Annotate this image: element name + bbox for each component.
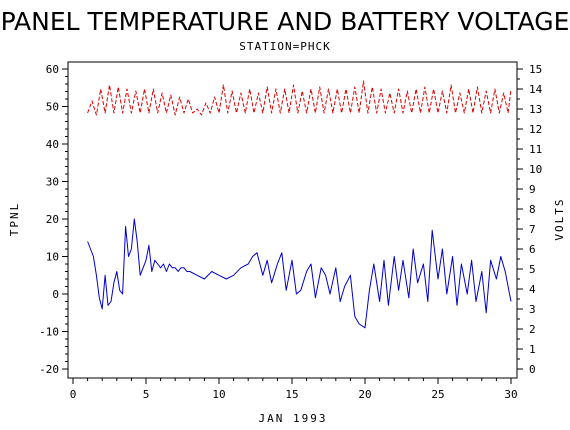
- y-left-tick-label: 0: [52, 288, 59, 301]
- y-right-tick-label: 5: [529, 263, 536, 276]
- series-line-right: [87, 80, 512, 116]
- y-left-tick-label: 10: [46, 251, 59, 264]
- plot-frame: [67, 61, 518, 379]
- y-right-tick-label: 3: [529, 303, 536, 316]
- x-tick-label: 25: [431, 388, 444, 401]
- y-right-tick-label: 14: [529, 83, 543, 96]
- y-right-tick-label: 10: [529, 163, 542, 176]
- y-left-tick-label: 60: [46, 63, 59, 76]
- y-right-tick-label: 15: [529, 63, 542, 76]
- y-right-tick-label: 12: [529, 123, 542, 136]
- y-right-tick-label: 8: [529, 203, 536, 216]
- x-tick-label: 15: [285, 388, 298, 401]
- y-right-tick-label: 6: [529, 243, 536, 256]
- y-right-tick-label: 13: [529, 103, 542, 116]
- y-axis-label-left: TPNL: [8, 202, 21, 237]
- y-right-tick-label: 9: [529, 183, 536, 196]
- x-tick-label: 30: [504, 388, 517, 401]
- y-right-tick-label: 4: [529, 283, 536, 296]
- chart-subtitle: STATION=PHCK: [239, 40, 330, 53]
- x-axis-label: JAN 1993: [259, 412, 328, 425]
- y-left-tick-label: 20: [46, 213, 59, 226]
- y-right-tick-label: 2: [529, 323, 536, 336]
- y-axis-label-right: VOLTS: [553, 197, 566, 240]
- x-tick-label: 10: [212, 388, 225, 401]
- y-left-tick-label: -20: [39, 363, 59, 376]
- y-left-tick-label: 40: [46, 138, 59, 151]
- y-left-tick-label: -10: [39, 326, 59, 339]
- x-tick-label: 20: [358, 388, 371, 401]
- chart-title: PANEL TEMPERATURE AND BATTERY VOLTAGE: [1, 7, 570, 36]
- x-tick-label: 0: [70, 388, 77, 401]
- y-right-tick-label: 7: [529, 223, 536, 236]
- series-line-left: [87, 218, 512, 329]
- x-tick-label: 5: [143, 388, 150, 401]
- y-right-tick-label: 1: [529, 343, 536, 356]
- y-left-tick-label: 50: [46, 101, 59, 114]
- y-left-tick-label: 30: [46, 176, 59, 189]
- y-right-tick-label: 0: [529, 363, 536, 376]
- y-right-tick-label: 11: [529, 143, 542, 156]
